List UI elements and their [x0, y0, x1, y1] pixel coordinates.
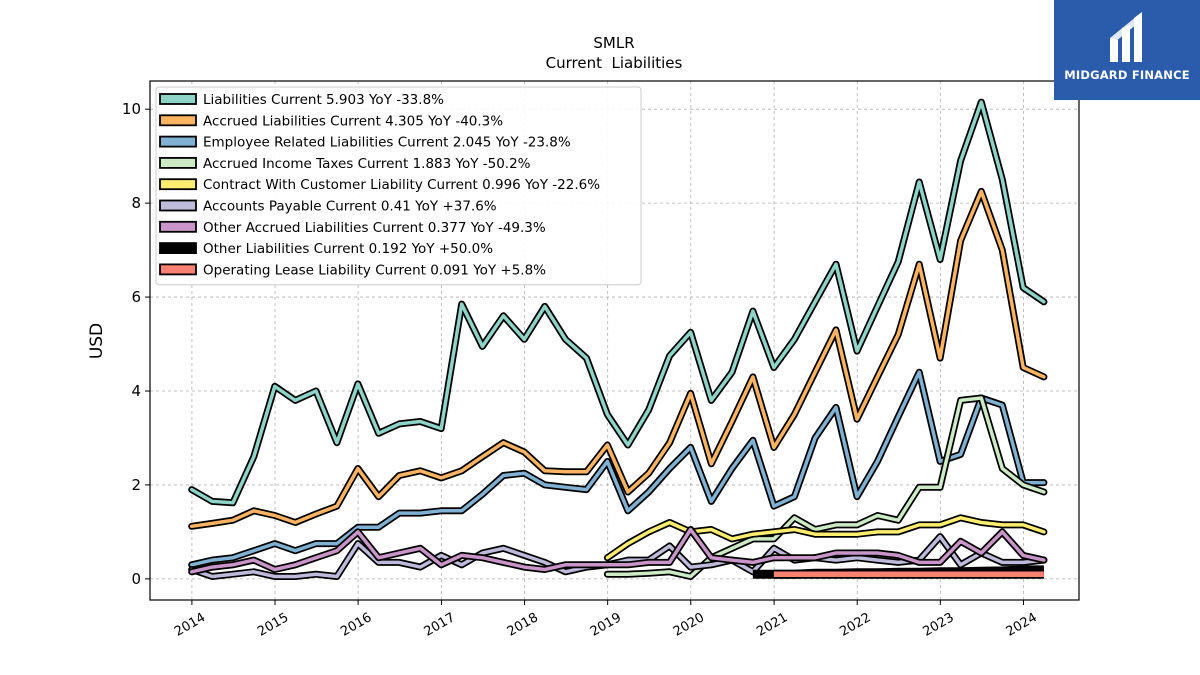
y-tick-label: 6 [131, 288, 141, 306]
x-tick-label: 2024 [1004, 610, 1040, 640]
legend-swatch [159, 242, 197, 255]
series-line [189, 527, 1046, 574]
legend-swatch [159, 93, 197, 105]
legend-box [155, 86, 642, 286]
brand-logo: MIDGARD FINANCE [1054, 0, 1200, 100]
series-line [189, 100, 1046, 505]
series-line [605, 516, 1046, 560]
x-tick-label: 2014 [172, 610, 208, 640]
legend-swatch [159, 199, 197, 212]
x-tick-label: 2022 [837, 610, 873, 640]
x-tick-label: 2017 [422, 610, 458, 640]
legend-entry: Accrued Income Taxes Current 1.883 YoY -… [203, 156, 531, 172]
brand-name: MIDGARD FINANCE [1064, 68, 1190, 82]
legend-swatch [159, 114, 197, 127]
x-tick-label: 2020 [671, 610, 707, 640]
legend-entry: Other Accrued Liabilities Current 0.377 … [203, 220, 546, 236]
y-tick-label: 10 [122, 100, 141, 118]
chart-title: SMLR [593, 34, 634, 52]
legend-entry: Liabilities Current 5.903 YoY -33.8% [203, 92, 444, 108]
legend: Liabilities Current 5.903 YoY -33.8% Accr… [155, 86, 642, 286]
series-line [605, 396, 1046, 579]
legend-entry: Operating Lease Liability Current 0.091 … [203, 262, 546, 278]
y-tick-label: 0 [131, 570, 141, 588]
legend-swatch [159, 220, 197, 233]
x-tick-label: 2018 [505, 610, 541, 640]
y-tick-label: 4 [131, 382, 141, 400]
legend-entry: Other Liabilities Current 0.192 YoY +50.… [203, 241, 493, 257]
x-tick-label: 2023 [921, 610, 957, 640]
x-tick-label: 2016 [338, 610, 374, 640]
legend-swatch [159, 156, 197, 169]
legend-swatch [159, 135, 197, 148]
legend-entry: Accrued Liabilities Current 4.305 YoY -4… [203, 113, 503, 129]
x-tick-label: 2015 [255, 610, 291, 640]
series-line [189, 370, 1046, 567]
x-tick-label: 2019 [588, 610, 624, 640]
legend-entry: Contract With Customer Liability Current… [203, 177, 600, 193]
legend-entry: Employee Related Liabilities Current 2.0… [203, 135, 571, 151]
legend-swatch [159, 178, 197, 191]
series-lines [188, 98, 1048, 580]
chart-subtitle: Current Liabilities [546, 54, 683, 72]
legend-swatch [159, 263, 197, 276]
plot-frame [149, 80, 1080, 601]
y-tick-label: 2 [131, 476, 141, 494]
midgard-m-logo-icon [1110, 12, 1142, 62]
x-tick-label: 2021 [754, 610, 790, 640]
y-tick-label: 8 [131, 194, 141, 212]
y-axis-label: USD [87, 323, 107, 359]
legend-entry: Accounts Payable Current 0.41 YoY +37.6% [203, 199, 497, 215]
series-line [189, 189, 1046, 529]
